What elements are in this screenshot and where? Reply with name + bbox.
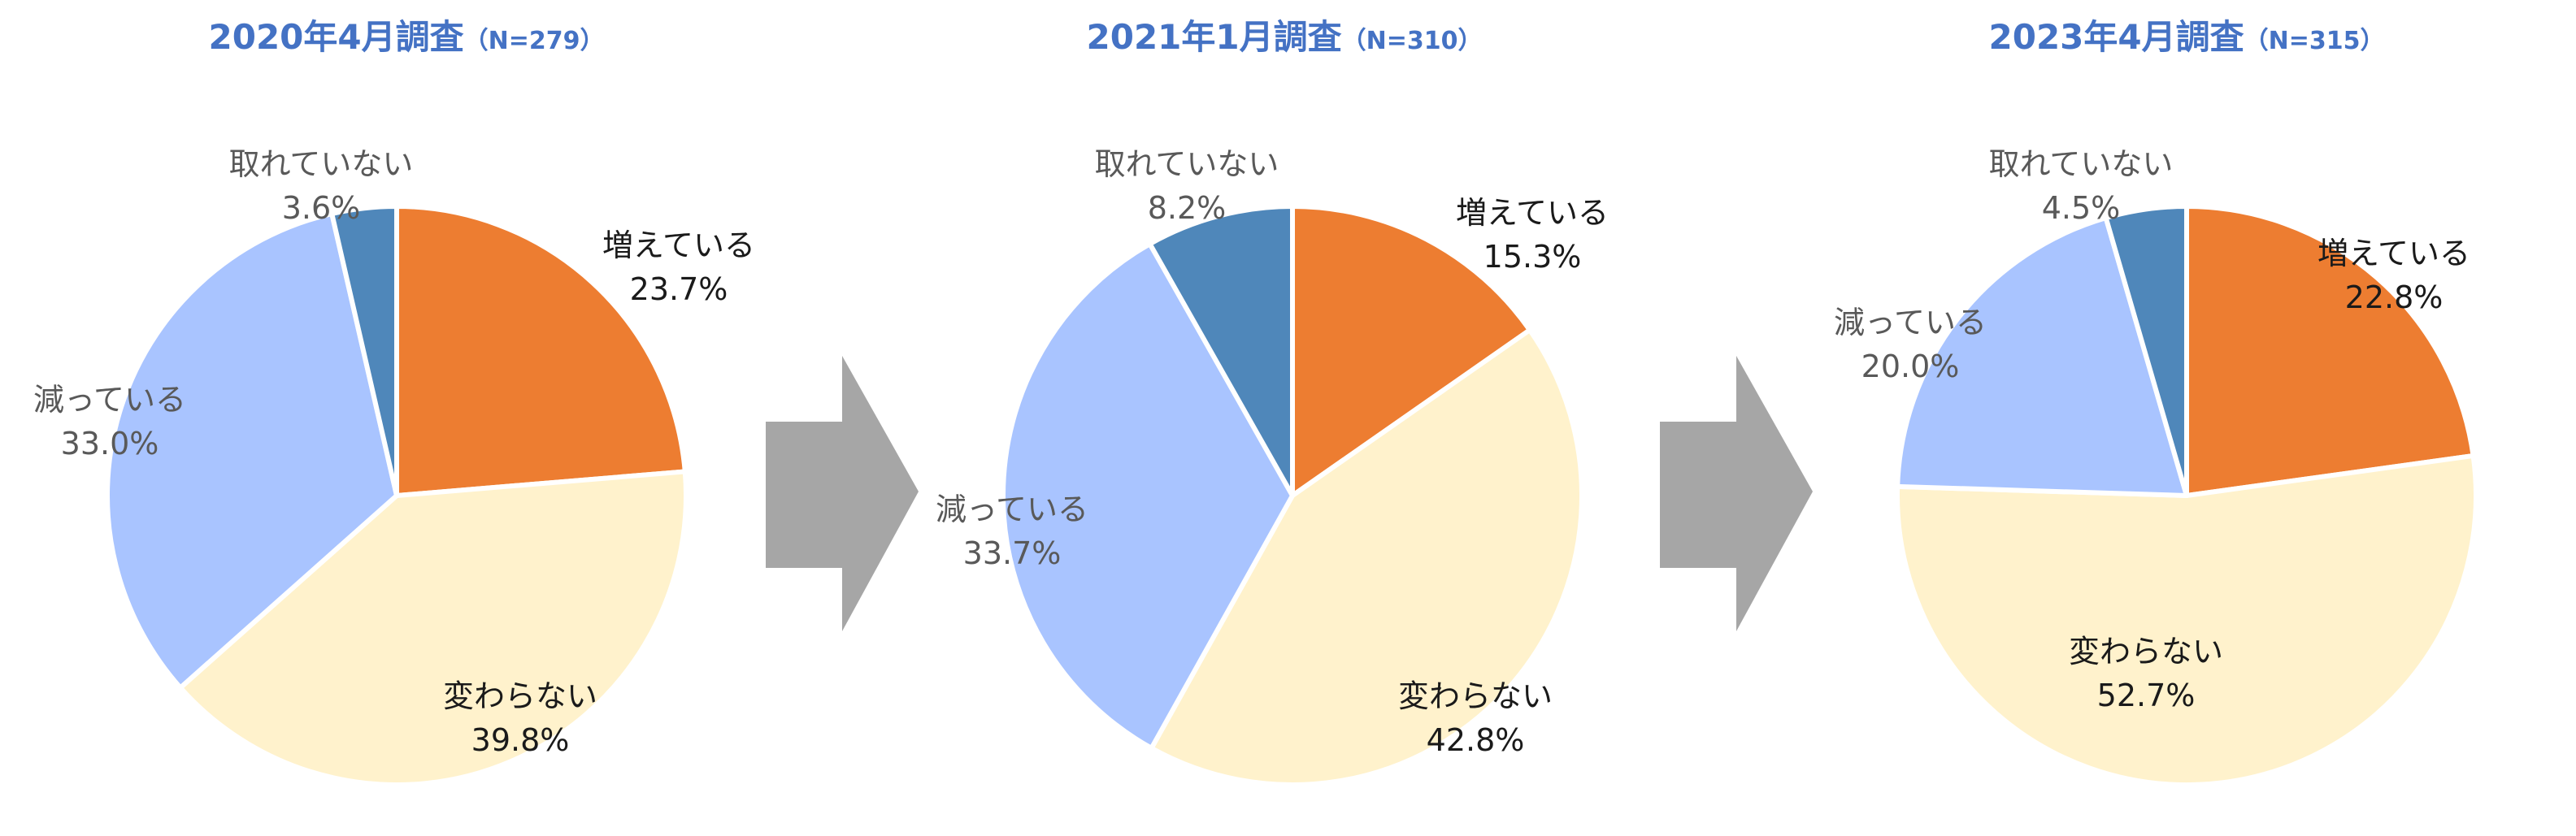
slice-label-name: 変わらない	[2069, 634, 2223, 669]
pie-slice	[1895, 453, 2478, 788]
slice-label-value: 42.8%	[1427, 722, 1525, 758]
slice-label-value: 20.0%	[1861, 349, 1960, 384]
chart-title-sample-size: （N=279）	[464, 27, 605, 55]
pie-slice	[1290, 204, 1532, 498]
chart-title-sample-size: （N=315）	[2244, 27, 2385, 55]
slice-label-value: 52.7%	[2097, 678, 2196, 713]
pie-slice	[2103, 204, 2189, 498]
pie-slice	[2184, 204, 2476, 498]
chart-title: 2023年4月調査（N=315）	[1989, 17, 2385, 57]
slice-label: 変わらない 42.8%	[1398, 678, 1553, 758]
slice-label-value: 3.6%	[282, 190, 361, 226]
slice-label: 取れていない 3.6%	[229, 146, 414, 226]
slice-label-name: 増えている	[1456, 195, 1609, 231]
chart-title-sample-size: （N=310）	[1342, 27, 1483, 55]
slice-label-name: 増えている	[602, 227, 755, 263]
pie-chart-3: 2023年4月調査（N=315） 増えている 22.8% 変わらない 52.7% 減ってい…	[1834, 17, 2478, 788]
chart-title: 2020年4月調査（N=279）	[209, 17, 605, 57]
chart-title-main: 2020年4月調査	[209, 17, 464, 57]
slice-label: 増えている 22.8%	[2318, 236, 2470, 315]
slice-label: 取れていない 8.2%	[1095, 146, 1279, 226]
slice-label-value: 22.8%	[2345, 279, 2444, 315]
slice-label: 取れていない 4.5%	[1989, 146, 2174, 226]
pie-slice	[1149, 327, 1584, 787]
slice-label-name: 減っている	[936, 492, 1088, 527]
slice-label: 減っている 20.0%	[1834, 305, 1987, 384]
slice-label: 増えている 15.3%	[1456, 195, 1609, 275]
pie-slice	[105, 211, 399, 691]
slice-label-value: 33.0%	[61, 426, 159, 461]
slice-label: 変わらない 39.8%	[443, 678, 597, 758]
pie-slice	[394, 204, 688, 498]
slice-label-name: 取れていない	[1989, 146, 2174, 182]
slice-label-name: 増えている	[2318, 236, 2470, 271]
pie-slice	[1147, 204, 1295, 498]
charts-layer: 2020年4月調査（N=279） 増えている 23.7% 変わらない 39.8% 減ってい…	[33, 17, 2478, 788]
pie-slice	[1895, 215, 2189, 498]
slice-label: 増えている 23.7%	[602, 227, 755, 307]
slice-label-value: 39.8%	[471, 722, 570, 758]
slice-label: 変わらない 52.7%	[2069, 634, 2223, 713]
pie-chart-2: 2021年1月調査（N=310） 増えている 15.3% 変わらない 42.8% 減ってい…	[936, 17, 1609, 787]
slice-label-value: 33.7%	[963, 535, 1062, 571]
slice-label-name: 減っている	[33, 382, 186, 418]
slice-label-value: 15.3%	[1483, 239, 1582, 275]
slice-label-name: 取れていない	[1095, 146, 1279, 182]
slice-label-name: 変わらない	[443, 678, 597, 714]
slice-label-name: 取れていない	[229, 146, 414, 182]
chart-title: 2021年1月調査（N=310）	[1087, 17, 1483, 57]
pie-slice	[177, 469, 689, 787]
pie-slice	[329, 204, 399, 498]
slice-label: 減っている 33.7%	[936, 492, 1088, 571]
slice-label-value: 8.2%	[1148, 190, 1227, 226]
chart-title-main: 2021年1月調査	[1087, 17, 1342, 57]
slice-label-name: 減っている	[1834, 305, 1987, 340]
slice-label-value: 23.7%	[630, 271, 728, 307]
chart-title-main: 2023年4月調査	[1989, 17, 2244, 57]
pie-chart-1: 2020年4月調査（N=279） 増えている 23.7% 変わらない 39.8% 減ってい…	[33, 17, 755, 787]
arrow-right-icon-2	[1660, 356, 1813, 631]
slice-label: 減っている 33.0%	[33, 382, 186, 461]
slice-label-value: 4.5%	[2042, 190, 2121, 226]
slice-label-name: 変わらない	[1398, 678, 1553, 714]
arrow-right-icon-1	[766, 356, 919, 631]
